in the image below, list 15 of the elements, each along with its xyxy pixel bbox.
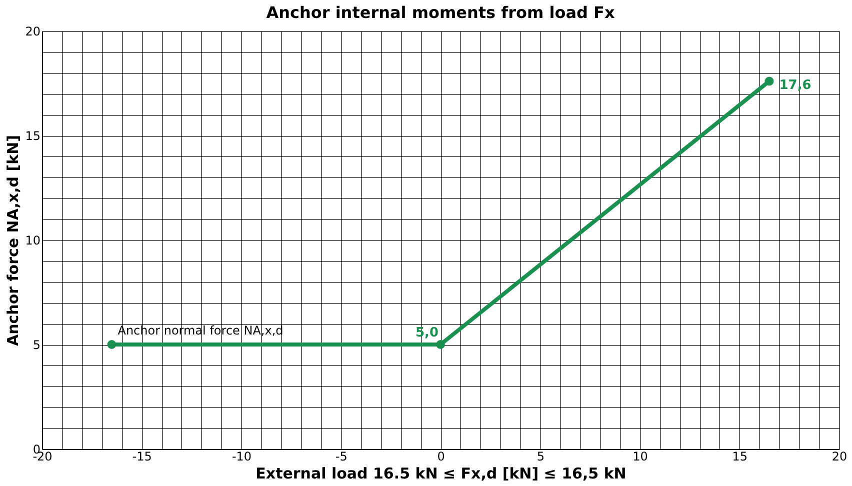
x-tick-label: 0 xyxy=(437,450,445,464)
y-tick-label: 15 xyxy=(25,129,40,143)
y-tick-label: 10 xyxy=(25,234,40,248)
y-axis-title: Anchor force NA,x,d [kN] xyxy=(4,134,22,346)
chart-title: Anchor internal moments from load Fx xyxy=(266,3,616,22)
x-tick-label: -10 xyxy=(232,450,252,464)
x-axis-title: External load 16.5 kN ≤ Fx,d [kN] ≤ 16,5 kN xyxy=(256,464,626,482)
x-tick-label: 5 xyxy=(536,450,544,464)
x-tick-label: 15 xyxy=(732,450,748,464)
x-tick-label: -5 xyxy=(335,450,348,464)
y-tick-label: 5 xyxy=(32,338,40,352)
y-tick-label: 20 xyxy=(25,24,40,38)
x-tick-label: 10 xyxy=(632,450,648,464)
x-tick-label: -15 xyxy=(132,450,152,464)
x-tick-label: 20 xyxy=(832,450,848,464)
